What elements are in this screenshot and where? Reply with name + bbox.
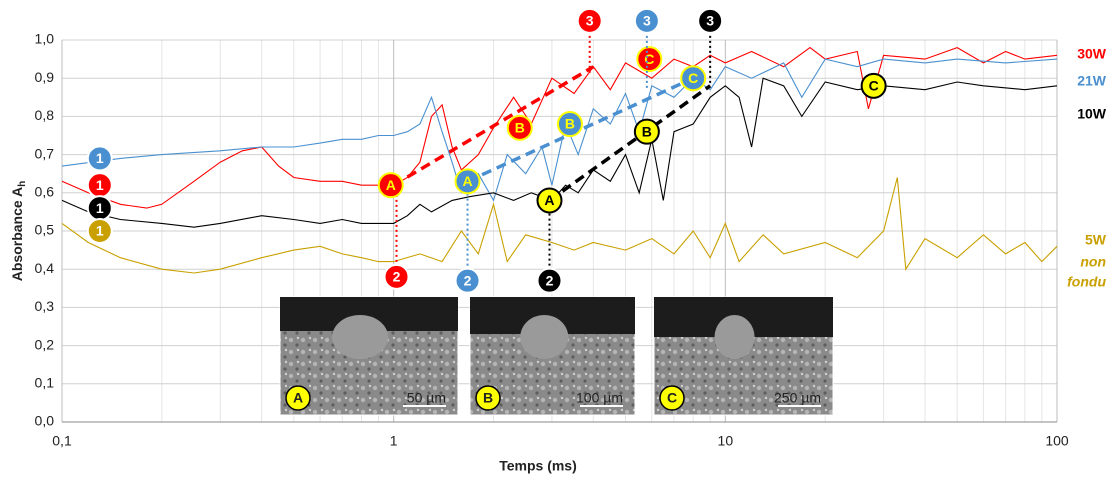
- marker-label: 3: [586, 13, 594, 29]
- marker-circle: [506, 114, 533, 141]
- plot-area: [61, 46, 1058, 274]
- annotations: 1 2 3 A B C 1 2 3 A B C 1 2 3 A B C 1 30W 21W 10W 5W non fondu: [86, 7, 1107, 294]
- y-tick-label: 0,1: [35, 375, 55, 391]
- y-tick-label: 0,3: [35, 298, 55, 314]
- inset-letter: A: [293, 390, 303, 406]
- marker-circle: [86, 145, 113, 172]
- marker-circle: [860, 72, 887, 99]
- series-note: fondu: [1067, 274, 1106, 290]
- marker-circle: [454, 168, 481, 195]
- marker-label: B: [515, 120, 525, 136]
- marker-label: 1: [96, 150, 104, 166]
- marker-label: A: [544, 192, 554, 208]
- series-line: [61, 77, 1058, 228]
- trend-line: [392, 65, 595, 187]
- series-note: non: [1080, 254, 1106, 270]
- x-tick-label: 100: [1045, 433, 1069, 449]
- marker-circle: [86, 218, 113, 244]
- y-tick-label: 0,9: [35, 69, 55, 85]
- marker-label: 1: [96, 177, 104, 193]
- marker-label: B: [565, 116, 575, 132]
- y-axis-title: Absorbance Ah: [9, 181, 28, 282]
- series-line: [61, 177, 1058, 274]
- marker-label: 2: [393, 269, 401, 285]
- marker-label: C: [644, 51, 654, 67]
- marker-circle: [680, 65, 707, 92]
- x-axis-title: Temps (ms): [499, 458, 577, 474]
- marker-circle: [697, 7, 724, 34]
- inset-letter: B: [483, 390, 493, 406]
- inset-letter-circle: [285, 385, 311, 411]
- x-tick-label: 10: [718, 433, 734, 449]
- inset-letter-circle: [659, 385, 685, 411]
- inset-scale: 100 µm: [576, 390, 623, 406]
- series-label: 10W: [1077, 106, 1107, 122]
- marker-circle: [636, 46, 663, 73]
- series-label: 5W: [1085, 232, 1107, 248]
- marker-label: C: [869, 78, 879, 94]
- marker-circle: [633, 7, 660, 34]
- marker-label: A: [386, 177, 396, 193]
- y-tick-label: 0,6: [35, 184, 55, 200]
- y-axis-title-sub: h: [17, 181, 28, 187]
- insets: A 50 µm B 100 µm C 250 µm: [279, 296, 834, 416]
- inset-letter: C: [667, 390, 677, 406]
- trend-line: [466, 76, 694, 183]
- marker-label: 1: [96, 223, 104, 239]
- y-tick-label: 0,8: [35, 107, 55, 123]
- inset-letter-circle: [475, 385, 501, 411]
- marker-label: 2: [464, 272, 472, 288]
- series-label: 30W: [1077, 46, 1107, 62]
- marker-label: A: [462, 173, 472, 189]
- y-tick-label: 0,5: [35, 222, 55, 238]
- marker-label: 1: [96, 200, 104, 216]
- y-tick-label: 0,4: [35, 260, 55, 276]
- marker-circle: [377, 172, 404, 199]
- inset-droplet: [714, 315, 755, 359]
- inset-droplet: [332, 315, 389, 359]
- marker-label: B: [642, 123, 652, 139]
- y-axis-title-main: Absorbance A: [9, 187, 25, 281]
- marker-circle: [454, 267, 481, 294]
- marker-circle: [383, 263, 410, 290]
- marker-label: 3: [643, 13, 651, 29]
- marker-circle: [556, 111, 583, 138]
- marker-circle: [576, 7, 603, 34]
- marker-label: 2: [546, 272, 554, 288]
- inset-scale: 250 µm: [774, 390, 821, 406]
- y-tick-label: 0,0: [35, 413, 55, 429]
- marker-label: C: [688, 70, 698, 86]
- inset-droplet: [520, 315, 569, 359]
- inset-scale: 50 µm: [407, 390, 446, 406]
- marker-circle: [536, 187, 563, 214]
- x-tick-label: 1: [390, 433, 398, 449]
- y-tick-label: 1,0: [35, 31, 55, 47]
- y-tick-label: 0,2: [35, 336, 55, 352]
- x-tick-label: 0,1: [52, 433, 72, 449]
- marker-circle: [633, 118, 660, 145]
- trend-line: [548, 84, 712, 202]
- marker-circle: [536, 267, 563, 294]
- marker-label: 3: [706, 13, 714, 29]
- series-label: 21W: [1077, 73, 1107, 89]
- y-tick-label: 0,7: [35, 145, 55, 161]
